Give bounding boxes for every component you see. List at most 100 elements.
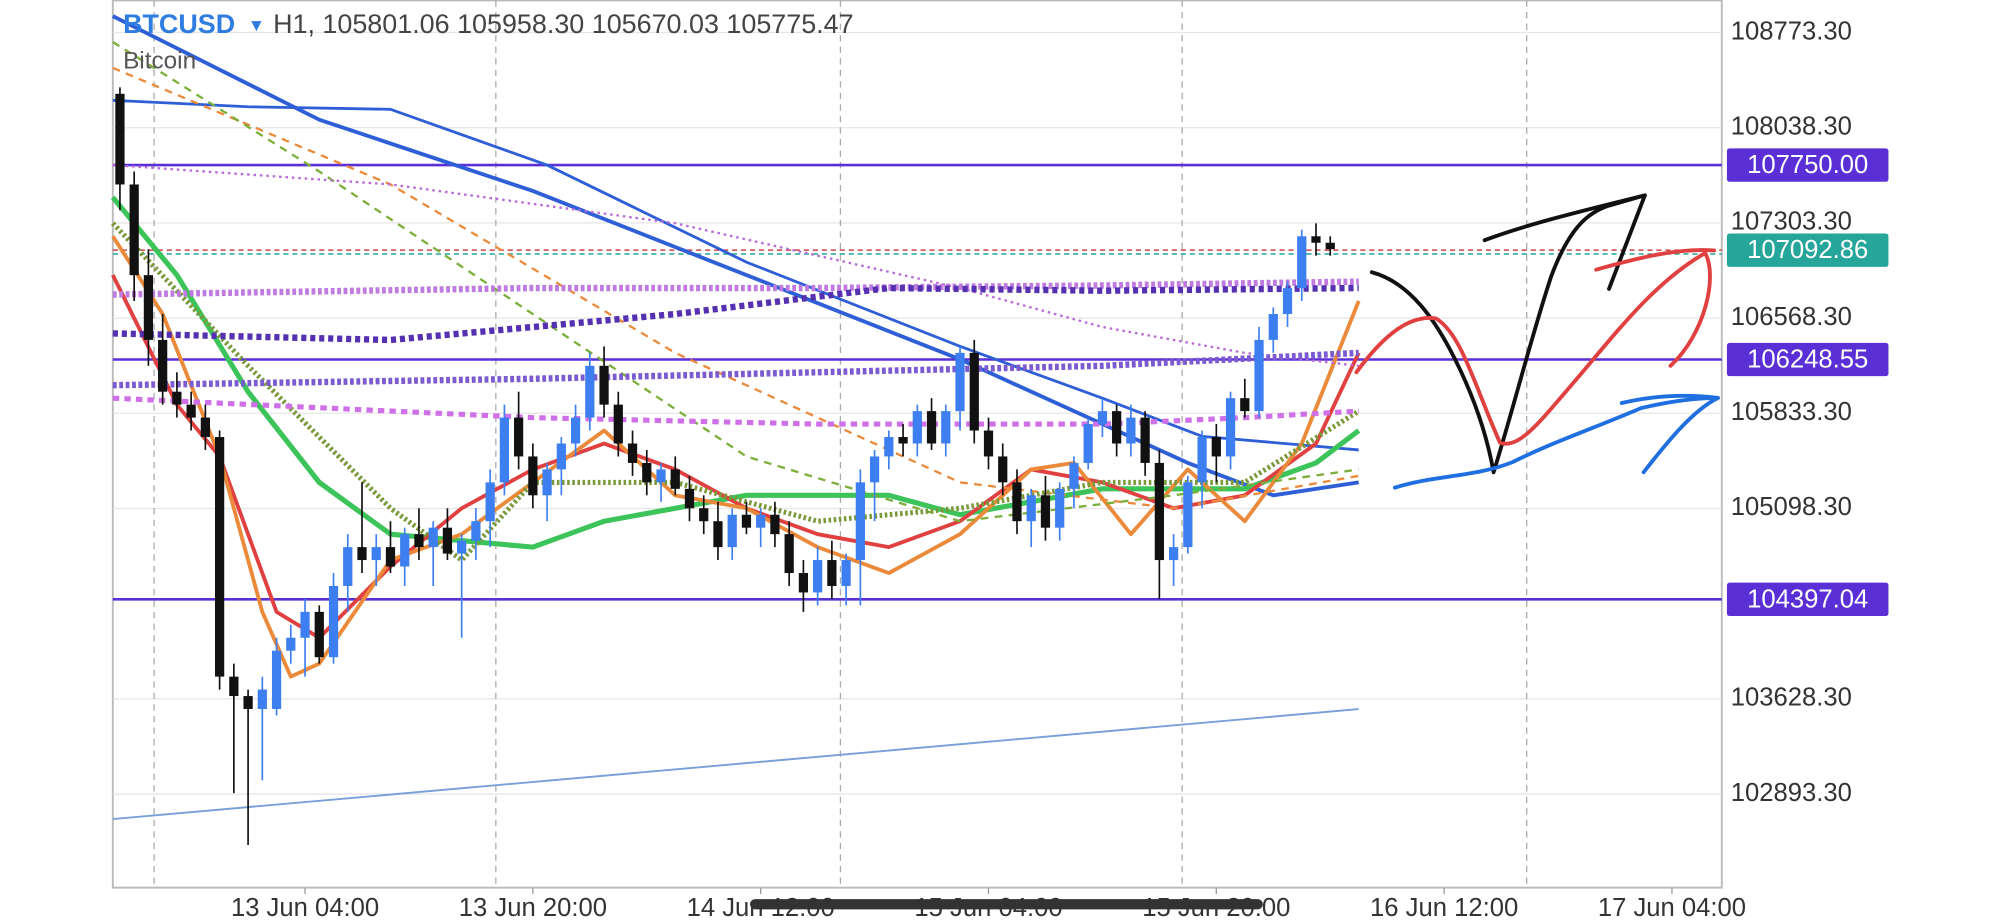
- candle-body: [143, 275, 154, 340]
- candle-body: [1311, 236, 1321, 243]
- candle-body: [898, 437, 908, 444]
- candle-body: [784, 534, 794, 574]
- candle-body: [385, 547, 396, 567]
- candle-body: [428, 527, 438, 548]
- x-tick-label: 17 Jun 04:00: [1598, 894, 1746, 922]
- y-tick-label: 108773.30: [1731, 17, 1852, 45]
- scrollbar[interactable]: [750, 899, 1263, 910]
- grid: [112, 0, 1722, 888]
- x-tick-label: 16 Jun 12:00: [1370, 894, 1518, 922]
- indicator-line: [112, 708, 1359, 821]
- candle-body: [613, 404, 623, 444]
- candle-body: [229, 676, 239, 697]
- subtitle: Bitcoin: [123, 47, 196, 74]
- candle-body: [314, 611, 324, 658]
- candle-body: [1297, 236, 1307, 289]
- candle-body: [499, 417, 510, 483]
- price-label-box: [1726, 342, 1889, 377]
- candle-body: [243, 696, 253, 710]
- candle-body: [129, 184, 139, 276]
- price-label-box: [1726, 233, 1889, 267]
- indicator-line: [112, 41, 1359, 523]
- candle-body: [926, 411, 937, 444]
- hand-drawing: [1354, 193, 1720, 490]
- candle-body: [1197, 437, 1207, 483]
- candle-body: [158, 339, 168, 392]
- black-stroke: [1482, 193, 1647, 243]
- ohlc: H1, 105801.06 105958.30 105670.03 105775…: [273, 9, 854, 39]
- candle-body: [670, 469, 680, 489]
- candle-body: [400, 534, 410, 567]
- price-label-box: [1726, 582, 1889, 616]
- candle-body: [1126, 417, 1136, 444]
- candle-body: [1168, 547, 1179, 561]
- candle-body: [599, 365, 609, 405]
- candle-body: [570, 417, 581, 444]
- candle-body: [528, 456, 538, 496]
- candle-body: [414, 534, 424, 548]
- candle-body: [1268, 313, 1278, 340]
- candle-body: [1211, 437, 1221, 457]
- blue-stroke: [1392, 395, 1720, 490]
- symbol[interactable]: BTCUSD: [123, 9, 235, 39]
- candle-body: [471, 521, 481, 541]
- candle-body: [1112, 411, 1122, 444]
- candle-body: [514, 417, 524, 457]
- price-label: 104397.04: [1747, 585, 1868, 613]
- candle-body: [941, 411, 951, 444]
- candle-body: [485, 482, 495, 522]
- candle-body: [969, 352, 979, 431]
- indicator-line: [112, 395, 1359, 427]
- price-label-box: [1726, 148, 1889, 182]
- y-tick-label: 105833.30: [1731, 398, 1852, 426]
- candle-body: [1140, 417, 1150, 463]
- candle-body: [300, 611, 310, 638]
- candle-body: [955, 352, 965, 412]
- red-stroke: [1354, 251, 1712, 446]
- candle-body: [1012, 482, 1022, 522]
- price-label: 107750.00: [1747, 151, 1868, 179]
- indicator-line: [112, 163, 1359, 367]
- y-tick-label: 106568.30: [1731, 303, 1852, 331]
- y-tick-label: 102893.30: [1731, 779, 1852, 807]
- candle-body: [912, 411, 922, 444]
- candle-body: [371, 547, 381, 561]
- blue-stroke: [1619, 393, 1720, 405]
- price-label: 106248.55: [1747, 346, 1868, 374]
- symbol-menu[interactable]: ▾: [251, 14, 262, 37]
- candle-body: [841, 560, 851, 586]
- candle-body: [585, 365, 595, 418]
- candle-body: [186, 404, 196, 418]
- x-tick-label: 13 Jun 04:00: [231, 894, 379, 922]
- candle-body: [556, 443, 566, 470]
- candle-body: [1325, 242, 1335, 250]
- black-stroke: [1369, 193, 1647, 475]
- candle-body: [642, 462, 652, 483]
- y-tick-label: 108038.30: [1731, 112, 1852, 140]
- candle-body: [442, 527, 453, 554]
- y-tick-label: 105098.30: [1731, 493, 1852, 521]
- candle-body: [713, 521, 723, 548]
- candle-body: [699, 508, 709, 522]
- candle-body: [1154, 462, 1164, 561]
- candle-body: [1097, 411, 1108, 425]
- candle-body: [627, 443, 638, 463]
- candle-body: [343, 547, 353, 586]
- candle-body: [1055, 488, 1065, 528]
- candle-body: [998, 456, 1008, 483]
- candle-body: [983, 430, 994, 457]
- candle-body: [1026, 495, 1036, 522]
- candle-body: [172, 391, 182, 405]
- candle-body: [1240, 398, 1250, 412]
- candle-body: [756, 514, 766, 528]
- candle-body: [286, 637, 296, 651]
- candle-body: [770, 514, 780, 535]
- candle-body: [1040, 495, 1051, 528]
- candle-body: [328, 585, 339, 658]
- candle-body: [257, 689, 267, 710]
- candle-body: [813, 560, 823, 593]
- candle-body: [1083, 424, 1093, 463]
- candle-body: [542, 469, 552, 496]
